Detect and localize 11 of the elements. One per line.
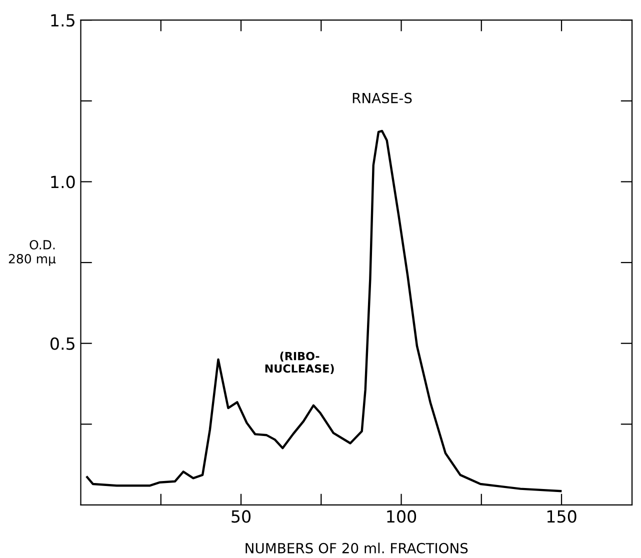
line-series bbox=[86, 130, 562, 492]
y-tick-label: 0.5 bbox=[50, 337, 74, 350]
x-tick-label: 100 bbox=[387, 510, 416, 523]
annotation: (RIBO- NUCLEASE) bbox=[265, 352, 334, 374]
y-axis-title: O.D. 280 mμ bbox=[8, 240, 56, 266]
x-tick-label: 150 bbox=[547, 510, 576, 523]
annotation: RNASE-S bbox=[352, 92, 412, 104]
x-tick-label: 50 bbox=[232, 510, 251, 523]
y-tick-label: 1.5 bbox=[51, 14, 74, 27]
text: 1.0 bbox=[51, 176, 75, 188]
x-axis-title: NUMBERS OF 20 ml. FRACTIONS bbox=[246, 542, 468, 554]
